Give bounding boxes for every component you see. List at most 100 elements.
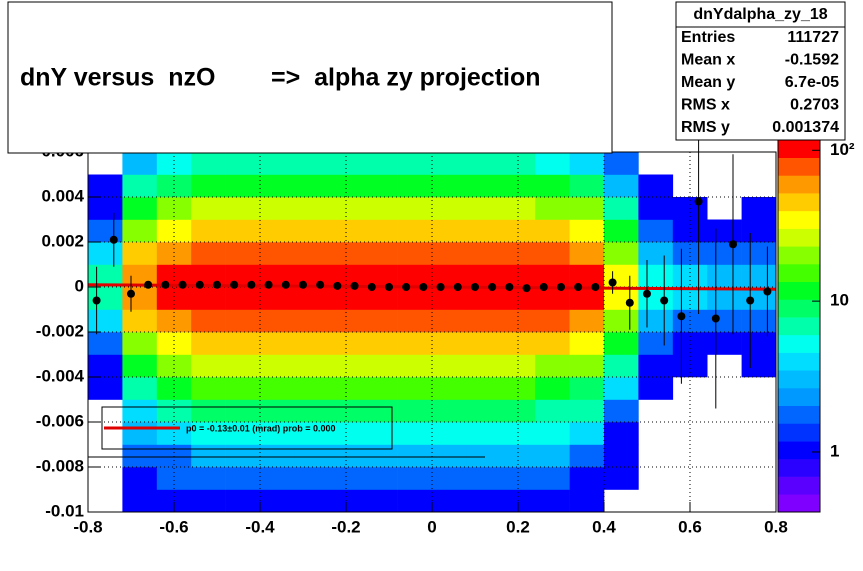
cell <box>707 332 742 355</box>
cell <box>191 309 226 333</box>
cell <box>604 332 639 355</box>
cell <box>604 309 639 333</box>
cell <box>466 399 502 423</box>
cell <box>397 354 433 378</box>
cell <box>191 332 226 355</box>
profile-point <box>419 283 428 291</box>
profile-point <box>161 280 170 289</box>
profile-point <box>436 283 445 291</box>
cell <box>638 287 674 310</box>
profile-point <box>367 283 376 291</box>
cell <box>260 422 295 445</box>
profile-point <box>453 283 462 291</box>
cell <box>225 197 261 220</box>
cell <box>535 264 570 288</box>
cell <box>225 242 261 265</box>
cell <box>535 309 570 333</box>
cell <box>363 197 398 220</box>
cell <box>569 489 605 513</box>
cell <box>397 152 433 175</box>
cell <box>466 354 502 378</box>
cell <box>535 377 570 400</box>
y-tick-label: -0.002 <box>36 321 84 340</box>
cell <box>569 467 605 490</box>
cell <box>294 444 330 468</box>
cell <box>191 152 226 175</box>
cell <box>432 242 467 265</box>
cell <box>156 242 192 265</box>
cell <box>535 197 570 220</box>
cell <box>432 309 467 333</box>
profile-point <box>763 287 772 296</box>
cell <box>122 332 158 355</box>
profile-point <box>660 296 669 305</box>
x-tick-label: -0.8 <box>73 517 102 536</box>
cell <box>294 489 330 513</box>
cell <box>328 287 364 310</box>
colorbar-band <box>778 334 820 353</box>
cell <box>260 444 295 468</box>
cell <box>741 197 777 220</box>
cell <box>638 377 674 400</box>
cell <box>191 444 226 468</box>
profile-point <box>385 283 393 291</box>
cell <box>569 152 605 175</box>
cell <box>156 174 192 198</box>
cell <box>466 264 502 288</box>
cell <box>88 242 123 265</box>
profile-point <box>539 283 548 291</box>
cell <box>294 422 330 445</box>
cell <box>672 219 708 243</box>
cell <box>466 287 502 310</box>
cell <box>397 467 433 490</box>
colorbar-band <box>778 157 820 176</box>
cell <box>604 444 639 468</box>
cell <box>604 377 639 400</box>
colorbar-band <box>778 352 820 371</box>
cell <box>294 152 330 175</box>
legend-label: p0 = -0.13±0.01 (mrad) prob = 0.000 <box>186 423 336 433</box>
cell <box>122 422 158 445</box>
profile-point <box>264 280 273 289</box>
cell <box>535 219 570 243</box>
cell <box>604 197 639 220</box>
cell <box>535 354 570 378</box>
cell <box>363 174 398 198</box>
cell <box>638 242 674 265</box>
stats-value: 6.7e-05 <box>785 74 839 91</box>
cell <box>672 354 708 378</box>
cell <box>328 264 364 288</box>
cell <box>225 444 261 468</box>
colorbar-band <box>778 388 820 407</box>
cell <box>432 354 467 378</box>
colorbar-band <box>778 317 820 336</box>
cell <box>328 399 364 423</box>
cell <box>328 467 364 490</box>
colorbar-band <box>778 441 820 460</box>
cell <box>604 399 639 423</box>
profile-point <box>333 281 342 290</box>
cell <box>535 422 570 445</box>
colorbar-band <box>778 423 820 442</box>
profile-point <box>711 314 720 323</box>
cell <box>500 174 536 198</box>
cell <box>363 309 398 333</box>
cell <box>500 354 536 378</box>
y-tick-label: -0.004 <box>36 366 85 385</box>
cell <box>466 377 502 400</box>
colorbar-band <box>778 264 820 283</box>
cell <box>225 422 261 445</box>
cell <box>432 197 467 220</box>
profile-point <box>746 296 755 305</box>
cell <box>260 332 295 355</box>
cell <box>672 264 708 288</box>
cell <box>122 287 158 310</box>
chart-title: dnY versus nzO => alpha zy projection <box>20 64 541 92</box>
cell <box>500 152 536 175</box>
cell <box>225 332 261 355</box>
cell <box>191 399 226 423</box>
cell <box>638 197 674 220</box>
cell <box>156 332 192 355</box>
cell <box>569 219 605 243</box>
